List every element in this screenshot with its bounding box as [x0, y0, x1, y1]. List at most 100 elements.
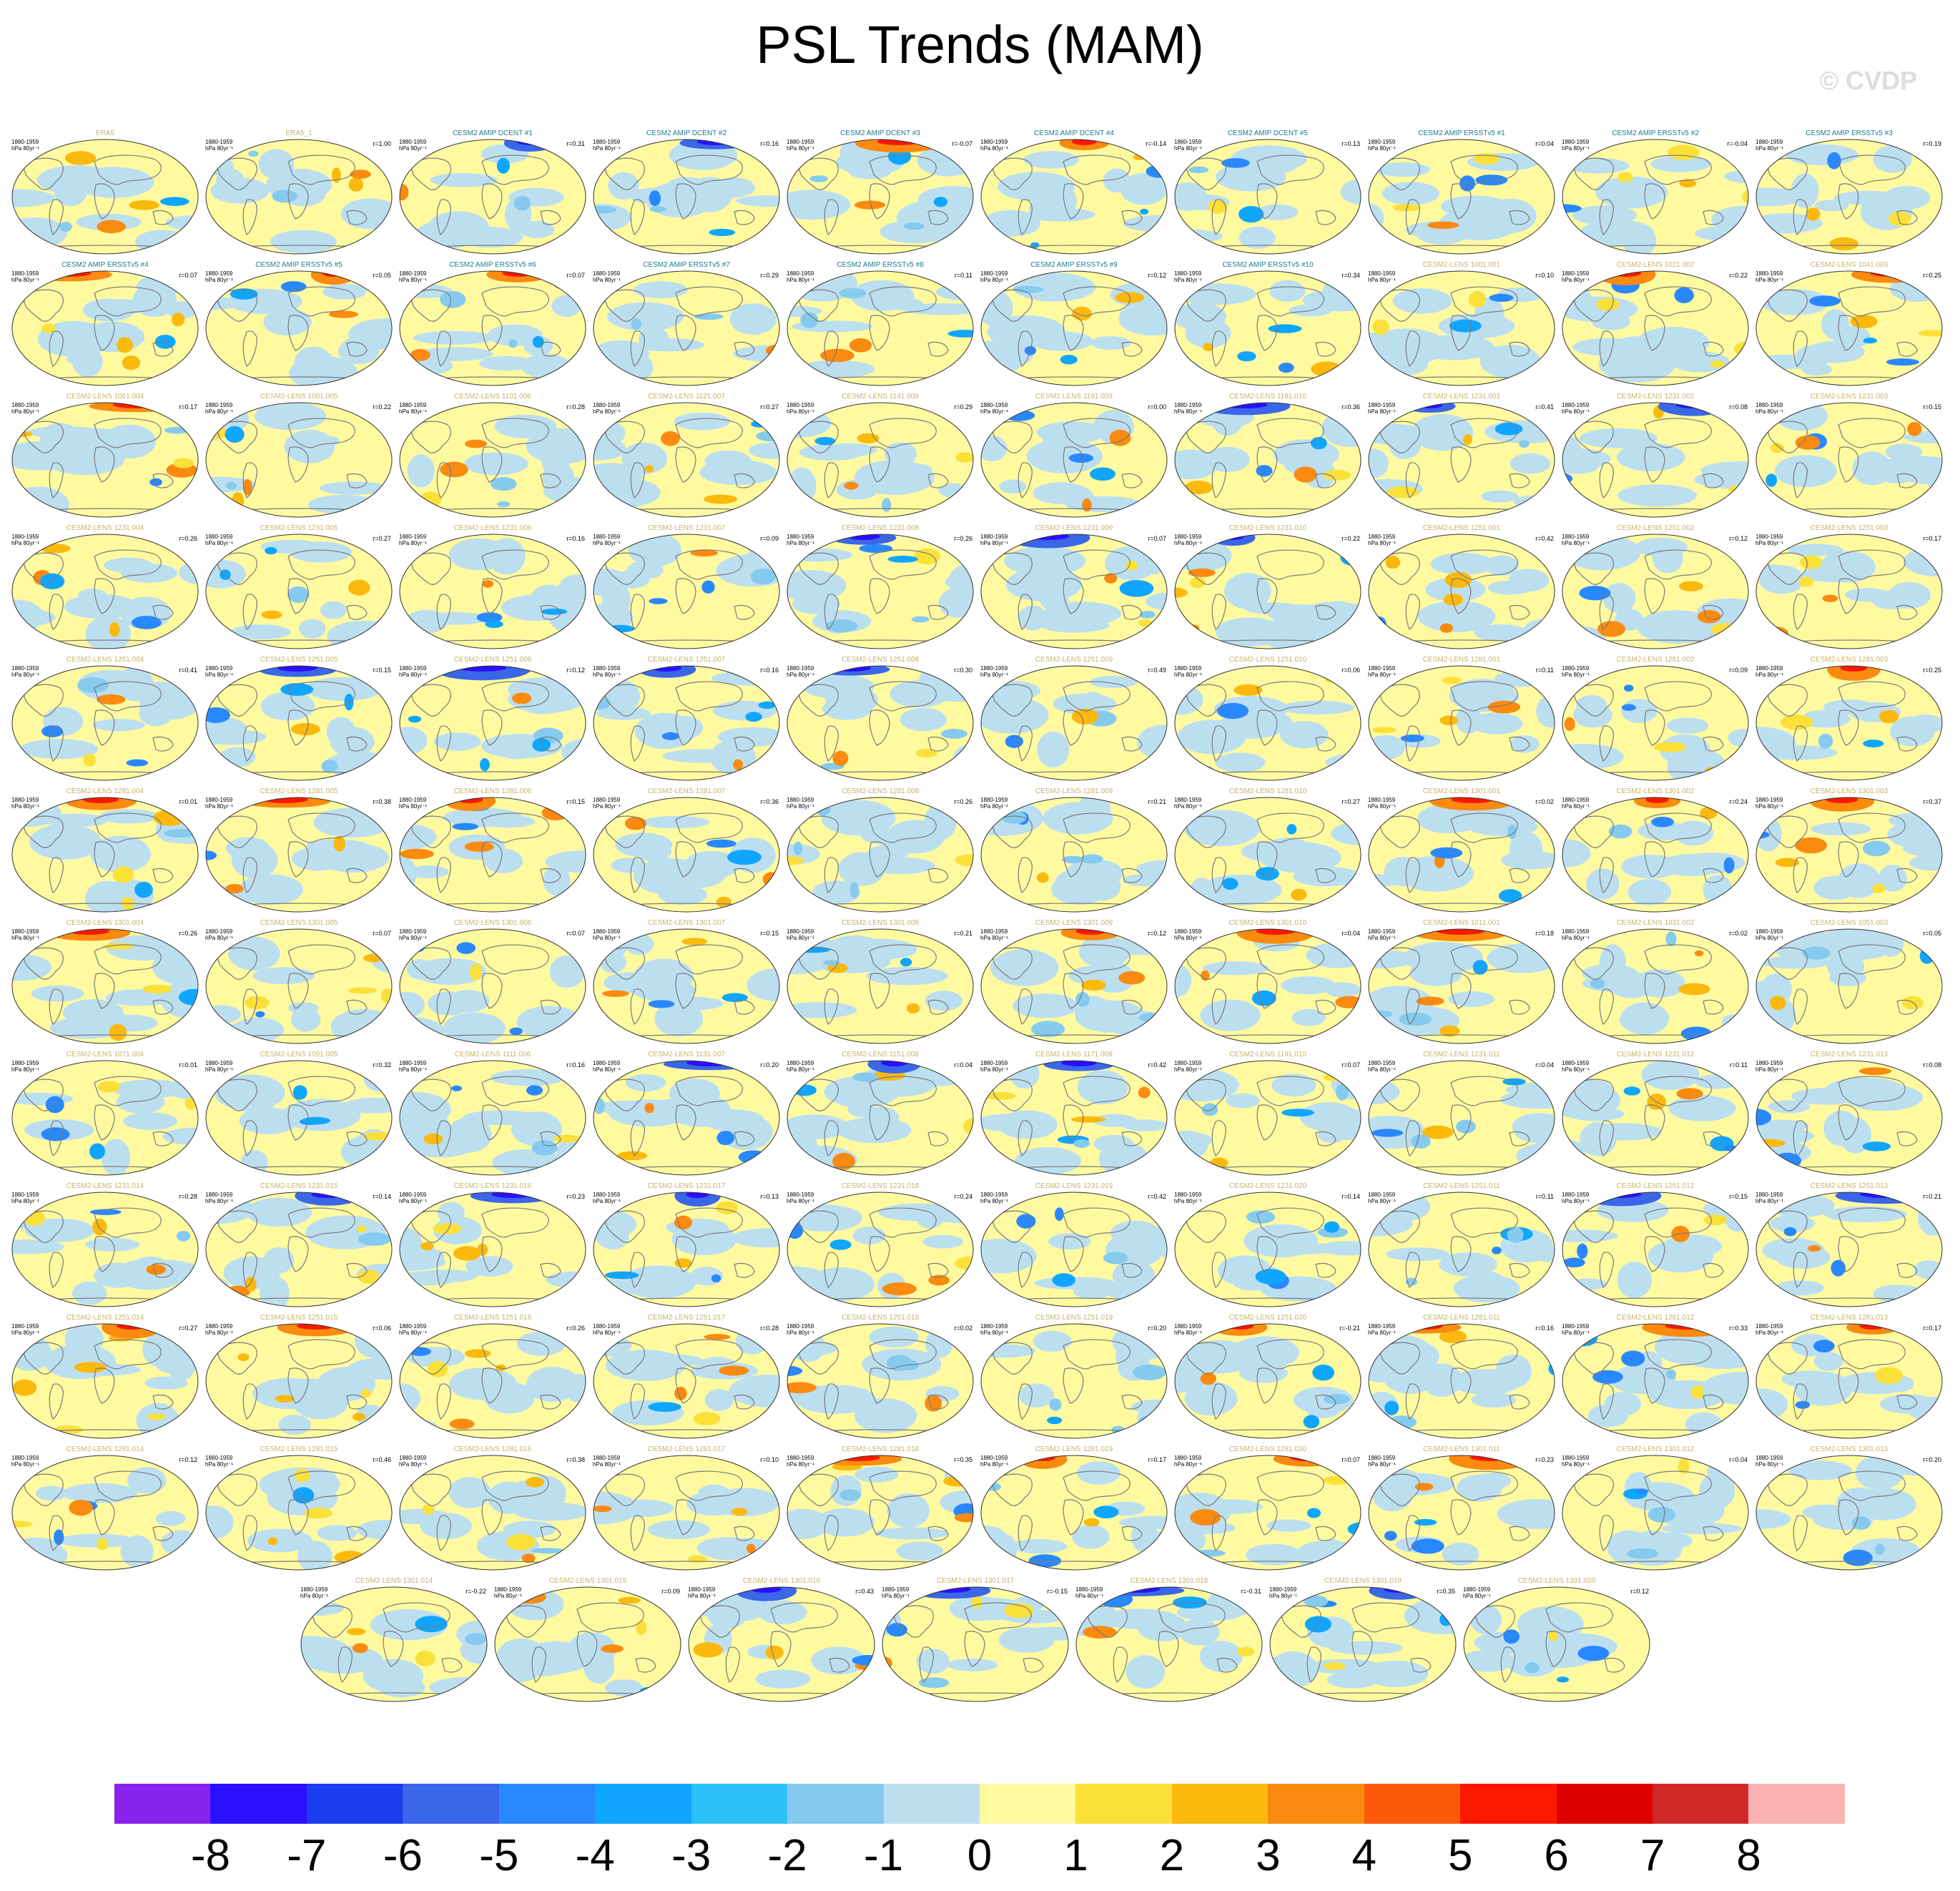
continent-outline [869, 418, 937, 448]
colorbar-box [210, 1784, 307, 1824]
continent-outline [1063, 1207, 1131, 1238]
trend-map [1755, 1323, 1943, 1439]
panel-pattern-correlation: r=-0.22 [466, 1588, 486, 1595]
map-panel: CESM2-LENS 1231.016 1880-1959 hPa 80yr⁻¹ r=… [398, 1180, 588, 1312]
continent-outline [1509, 341, 1530, 357]
panel-title: CESM2-LENS 1231.018 [841, 1182, 920, 1190]
map-panel: CESM2 AMIP ERSSTv5 #7 1880-1959 hPa 80yr⁻¹… [591, 259, 782, 391]
map-frame [1755, 270, 1943, 386]
map-panel: CESM2-LENS 1301.016 1880-1959 hPa 80yr⁻¹ r=… [686, 1575, 877, 1706]
panel-period: 1880-1959 [11, 534, 39, 540]
panel-period: 1880-1959 [980, 1060, 1008, 1066]
continent-outline [1572, 947, 1614, 980]
continent-outline [797, 1210, 839, 1243]
colorbar-box [595, 1784, 691, 1824]
trend-map [1269, 1586, 1457, 1702]
colorbar-box [1460, 1784, 1557, 1824]
continent-outline [540, 210, 561, 225]
panel-title: CESM2-LENS 1251.017 [647, 1314, 726, 1322]
continent-outline [1185, 1079, 1226, 1111]
panel-period: 1880-1959 [399, 928, 427, 935]
trend-map [593, 1060, 780, 1176]
panel-period: 1880-1959 [399, 139, 427, 145]
panel-units: hPa 80yr⁻¹ [1755, 803, 1783, 810]
panel-pattern-correlation: r=0.12 [1148, 930, 1166, 937]
continent-outline [1379, 289, 1420, 322]
panel-pattern-correlation: r=0.04 [1535, 1061, 1554, 1069]
panel-title: CESM2 AMIP DCENT #3 [840, 129, 920, 137]
map-frame [787, 665, 974, 781]
continent-outline [675, 446, 696, 483]
panel-period: 1880-1959 [11, 928, 39, 935]
panel-units: hPa 80yr⁻¹ [787, 408, 814, 415]
continent-outline [94, 709, 115, 746]
panel-pattern-correlation: r=0.43 [855, 1588, 874, 1595]
map-frame [980, 139, 1168, 255]
panel-units: hPa 80yr⁻¹ [1368, 1330, 1396, 1336]
trend-map [787, 1455, 974, 1571]
continent-outline [1018, 594, 1033, 630]
panel-period: 1880-1959 [787, 534, 814, 540]
colorbar-tick-label: 7 [1640, 1831, 1665, 1880]
continent-outline [1063, 681, 1131, 712]
panel-title: CESM2-LENS 1251.020 [1228, 1314, 1307, 1322]
panel-period: 1880-1959 [787, 402, 814, 408]
panel-units: hPa 80yr⁻¹ [1368, 540, 1396, 546]
map-frame [1755, 1323, 1943, 1439]
panel-grid: ERA5 1880-1959 hPa 80yr⁻¹ ERA5_1 1880-1959 hP… [10, 127, 1955, 1575]
continent-outline [1211, 725, 1226, 762]
panel-title: CESM2-LENS 1231.011 [1423, 1051, 1500, 1059]
map-panel: CESM2-LENS 1231.013 1880-1959 hPa 80yr⁻¹ r=… [1754, 1048, 1944, 1180]
panel-period: 1880-1959 [399, 402, 427, 408]
continent-outline [287, 944, 355, 975]
panel-period: 1880-1959 [1368, 1455, 1396, 1461]
continent-outline [1256, 1367, 1278, 1404]
continent-outline [1896, 341, 1918, 357]
panel-units: hPa 80yr⁻¹ [787, 803, 814, 810]
map-panel: ERA5_1 1880-1959 hPa 80yr⁻¹ r=1.00 [204, 127, 394, 259]
continent-outline [1018, 857, 1033, 893]
continent-outline [797, 947, 839, 980]
panel-period: 1880-1959 [1562, 928, 1590, 935]
continent-outline [1599, 330, 1614, 367]
panel-period: 1880-1959 [1174, 534, 1202, 540]
continent-outline [1644, 315, 1665, 351]
continent-outline [1063, 1470, 1131, 1501]
continent-outline [346, 341, 368, 357]
continent-outline [242, 988, 257, 1025]
map-panel: CESM2 AMIP ERSSTv5 #10 1880-1959 hPa 80yr⁻… [1173, 259, 1363, 391]
continent-outline [1572, 1473, 1614, 1506]
panel-title: CESM2-LENS 1301.017 [936, 1577, 1015, 1585]
continent-outline [991, 1210, 1033, 1243]
panel-title: CESM2-LENS 1301.006 [453, 919, 532, 927]
continent-outline [1450, 841, 1472, 878]
map-panel: CESM2-LENS 1181.010 1880-1959 hPa 80yr⁻¹ r=… [1173, 391, 1363, 522]
panel-last-row: CESM2-LENS 1301.014 1880-1959 hPa 80yr⁻¹ r=… [299, 1575, 1658, 1706]
trend-map [205, 1323, 393, 1439]
continent-outline [1018, 1515, 1033, 1551]
map-panel: CESM2-LENS 1281.004 1880-1959 hPa 80yr⁻¹ r=… [10, 785, 200, 917]
continent-outline [675, 841, 696, 878]
continent-outline [1766, 684, 1808, 717]
trend-map [787, 665, 974, 781]
map-frame [980, 928, 1168, 1044]
continent-outline [481, 183, 503, 220]
panel-units: hPa 80yr⁻¹ [11, 1066, 39, 1073]
continent-outline [481, 578, 503, 614]
panel-pattern-correlation: r=0.20 [1923, 1456, 1941, 1463]
panel-units: hPa 80yr⁻¹ [980, 540, 1008, 546]
panel-units: hPa 80yr⁻¹ [11, 1330, 39, 1336]
continent-outline [216, 815, 257, 848]
continent-outline [49, 1515, 64, 1551]
continent-outline [1185, 157, 1226, 190]
continent-outline [1793, 857, 1808, 893]
panel-period: 1880-1959 [593, 402, 621, 408]
map-frame [1174, 402, 1361, 518]
map-panel: CESM2-LENS 1251.013 1880-1959 hPa 80yr⁻¹ r=… [1754, 1180, 1944, 1312]
continent-outline [734, 341, 755, 357]
continent-outline [1256, 1104, 1278, 1141]
trend-map [980, 665, 1168, 781]
continent-outline [152, 473, 174, 488]
panel-pattern-correlation: r=0.26 [954, 798, 972, 805]
map-frame [399, 1060, 586, 1176]
